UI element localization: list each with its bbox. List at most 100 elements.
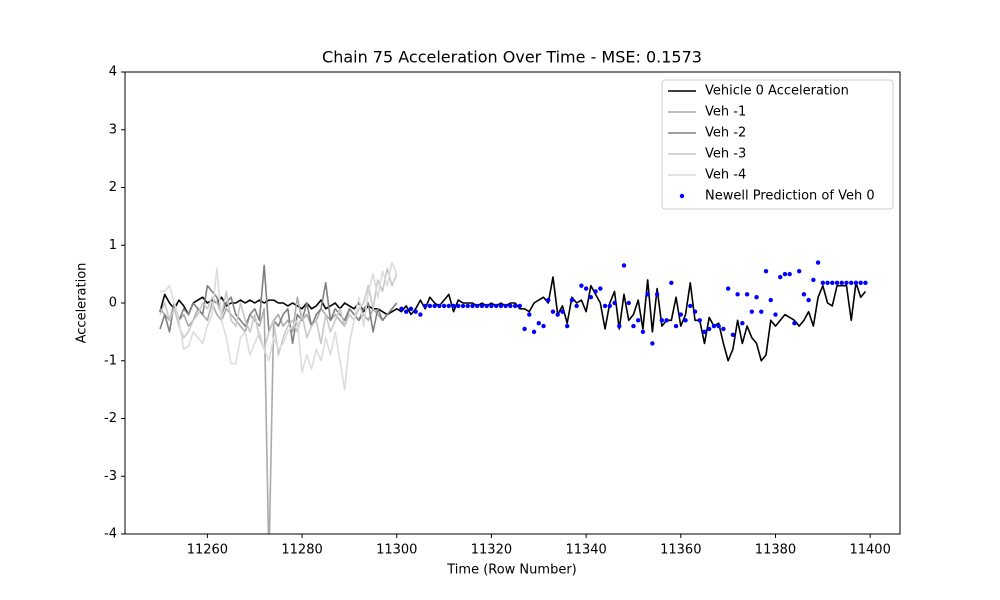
legend-label: Vehicle 0 Acceleration: [705, 84, 849, 99]
prediction-point: [825, 280, 830, 285]
prediction-point: [763, 269, 769, 274]
prediction-point: [721, 326, 726, 332]
prediction-point: [536, 321, 541, 326]
prediction-point: [735, 292, 740, 297]
prediction-point: [673, 323, 679, 329]
x-axis-label: Time (Row Number): [446, 563, 576, 578]
legend-label: Veh -3: [705, 147, 746, 162]
prediction-point: [550, 309, 556, 314]
prediction-point: [479, 303, 485, 309]
prediction-point: [683, 318, 688, 323]
prediction-point: [607, 303, 612, 309]
prediction-point: [408, 306, 414, 311]
legend-swatch: [679, 193, 685, 199]
prediction-point: [749, 309, 755, 314]
legend-label: Veh -2: [705, 126, 746, 141]
prediction-point: [702, 329, 707, 335]
legend: Vehicle 0 Acceleration Veh -1 Veh -2 Veh -3…: [661, 79, 894, 210]
prediction-point: [517, 303, 523, 309]
prediction-point: [484, 303, 489, 309]
series-line: [159, 267, 398, 356]
prediction-point: [418, 312, 423, 317]
prediction-point: [811, 277, 816, 283]
prediction-point: [778, 274, 783, 280]
prediction-point: [801, 292, 807, 297]
y-tick-label: 2: [109, 180, 117, 195]
prediction-point: [579, 283, 584, 288]
prediction-point: [399, 306, 404, 311]
prediction-point: [508, 303, 513, 309]
prediction-point: [404, 309, 409, 314]
prediction-point: [787, 271, 792, 277]
series-line: [160, 261, 398, 391]
prediction-point: [707, 326, 712, 332]
prediction-point: [422, 303, 428, 309]
legend-box: [661, 79, 894, 210]
prediction-point: [759, 309, 764, 314]
prediction-point: [446, 303, 452, 309]
x-tick-label: 11400: [849, 543, 890, 558]
x-tick-label: 11380: [755, 543, 796, 558]
prediction-point: [815, 260, 821, 265]
prediction-point: [820, 280, 826, 285]
prediction-point: [853, 280, 859, 285]
series-line: [159, 276, 867, 362]
y-tick-label: -3: [104, 469, 117, 484]
prediction-point: [588, 295, 594, 300]
prediction-point: [678, 312, 684, 317]
prediction-point: [654, 292, 660, 297]
prediction-point: [716, 323, 721, 329]
y-tick-label: -4: [104, 527, 117, 542]
prediction-point: [564, 323, 570, 329]
prediction-point: [560, 309, 565, 314]
prediction-point: [475, 303, 480, 309]
prediction-point: [555, 312, 560, 317]
prediction-point: [489, 303, 494, 309]
prediction-point: [664, 318, 669, 323]
prediction-point: [631, 323, 636, 329]
prediction-point: [593, 289, 598, 294]
prediction-point: [692, 309, 698, 314]
chart-title: Chain 75 Acceleration Over Time - MSE: 0…: [322, 48, 702, 67]
legend-label: Veh -1: [705, 105, 746, 120]
prediction-point: [617, 323, 622, 329]
prediction-point: [522, 326, 527, 332]
prediction-point: [711, 323, 717, 329]
prediction-point: [834, 280, 840, 285]
prediction-point: [773, 312, 778, 317]
prediction-point: [541, 323, 546, 329]
prediction-point: [437, 303, 442, 309]
prediction-point: [456, 303, 461, 309]
y-tick-label: -2: [104, 411, 117, 426]
prediction-point: [527, 312, 532, 317]
prediction-point: [768, 297, 773, 303]
prediction-point: [849, 280, 854, 285]
prediction-point: [635, 318, 641, 323]
plot-area: [159, 260, 868, 534]
prediction-point: [740, 321, 745, 326]
prediction-point: [669, 280, 674, 285]
prediction-point: [650, 341, 655, 346]
prediction-point: [858, 280, 863, 285]
legend-label: Newell Prediction of Veh 0: [705, 189, 875, 204]
y-tick-label: -1: [104, 353, 117, 368]
prediction-point: [863, 280, 868, 285]
legend-label: Veh -4: [705, 168, 746, 183]
y-tick-label: 0: [109, 296, 117, 311]
x-tick-label: 11360: [660, 543, 701, 558]
prediction-point: [796, 269, 802, 274]
prediction-point: [441, 303, 447, 309]
prediction-point: [782, 271, 788, 277]
prediction-point: [598, 286, 603, 291]
prediction-point: [569, 297, 575, 303]
prediction-point: [460, 303, 466, 309]
prediction-point: [844, 280, 849, 285]
x-tick-label: 11300: [376, 543, 417, 558]
y-tick-label: 3: [109, 122, 117, 137]
x-tick-label: 11320: [471, 543, 512, 558]
prediction-point: [659, 318, 665, 323]
prediction-point: [427, 303, 433, 309]
prediction-point: [451, 303, 456, 309]
prediction-point: [470, 303, 475, 309]
